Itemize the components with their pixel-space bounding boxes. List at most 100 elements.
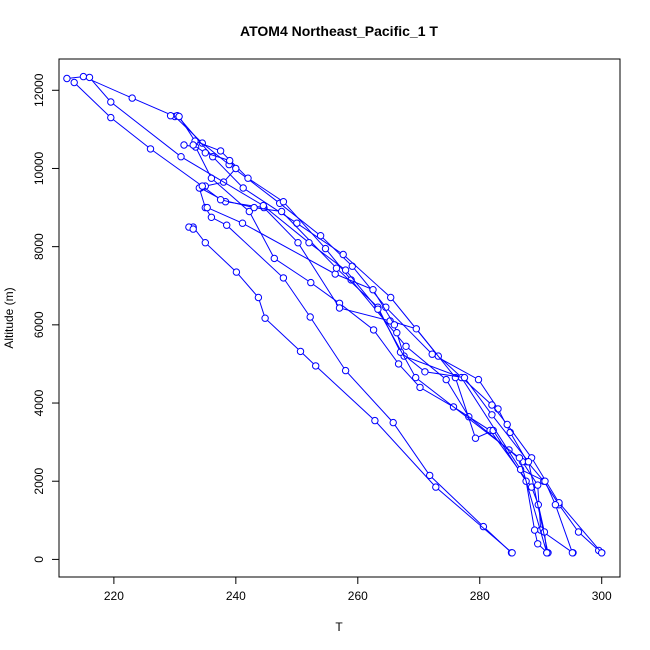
data-point xyxy=(534,540,542,548)
data-point xyxy=(369,286,377,294)
data-point xyxy=(128,94,136,102)
data-point xyxy=(189,141,197,149)
data-point xyxy=(442,375,450,384)
data-point xyxy=(216,196,225,204)
data-point xyxy=(348,262,356,270)
data-point xyxy=(254,293,263,302)
data-point xyxy=(201,239,210,247)
data-point xyxy=(394,360,403,368)
data-point xyxy=(232,268,241,276)
data-point xyxy=(79,72,88,81)
data-point xyxy=(508,549,516,557)
data-point xyxy=(479,522,488,531)
data-point xyxy=(244,174,252,182)
data-point xyxy=(201,149,210,157)
data-point xyxy=(339,250,347,259)
data-point xyxy=(270,254,278,263)
series-2 xyxy=(173,112,606,557)
data-point xyxy=(530,526,539,534)
data-point xyxy=(207,213,216,222)
x-axis: 220 240 260 280 300 xyxy=(104,576,612,603)
data-point xyxy=(177,153,185,161)
series-4 xyxy=(180,141,551,557)
x-tick-label: 220 xyxy=(104,589,124,603)
series-line xyxy=(89,77,548,553)
series-10 xyxy=(85,73,551,557)
data-point xyxy=(70,78,78,87)
data-point xyxy=(279,198,288,206)
data-point xyxy=(332,264,341,272)
series-line xyxy=(183,144,548,553)
series-7 xyxy=(185,223,516,557)
data-point xyxy=(551,501,560,509)
data-point xyxy=(305,239,313,247)
data-point xyxy=(226,156,234,165)
data-point xyxy=(488,401,496,409)
data-point xyxy=(259,201,267,210)
data-point xyxy=(232,164,240,173)
data-point xyxy=(574,528,583,536)
data-point xyxy=(261,314,269,322)
data-point xyxy=(426,471,434,480)
data-point xyxy=(189,225,197,233)
data-point xyxy=(198,182,207,190)
data-point xyxy=(534,481,542,489)
y-tick-label: 10000 xyxy=(32,151,46,185)
data-point xyxy=(432,483,440,491)
data-point xyxy=(390,321,399,329)
data-point xyxy=(598,549,606,557)
data-point xyxy=(393,329,401,337)
y-tick-label: 6000 xyxy=(32,311,46,338)
series-8 xyxy=(203,203,577,557)
series-line xyxy=(206,207,573,553)
series-6 xyxy=(189,141,516,557)
data-point xyxy=(416,383,424,392)
data-point xyxy=(421,368,429,376)
data-point xyxy=(250,203,258,212)
data-point xyxy=(63,74,71,83)
x-tick-label: 260 xyxy=(348,589,368,603)
series-line xyxy=(192,144,512,554)
x-axis-label: T xyxy=(335,620,343,634)
data-point xyxy=(460,373,469,382)
x-tick-label: 240 xyxy=(226,589,246,603)
y-tick-label: 8000 xyxy=(32,233,46,260)
y-tick-label: 12000 xyxy=(32,73,46,107)
series-5 xyxy=(196,184,552,557)
data-point xyxy=(294,239,302,247)
series-line xyxy=(170,115,574,554)
data-point xyxy=(279,274,288,282)
data-point xyxy=(389,418,397,427)
data-point xyxy=(245,207,254,216)
data-point xyxy=(341,266,350,274)
data-point xyxy=(541,477,549,485)
series-line xyxy=(200,187,548,554)
data-point xyxy=(371,416,379,425)
data-point xyxy=(85,73,94,82)
data-point xyxy=(387,293,395,302)
data-point xyxy=(412,373,420,382)
data-point xyxy=(321,244,330,253)
data-point xyxy=(107,98,115,106)
data-point xyxy=(306,313,314,321)
data-point xyxy=(369,326,378,334)
chart-title: ATOM4 Northeast_Pacific_1 T xyxy=(240,23,438,39)
y-tick-label: 0 xyxy=(32,556,46,563)
data-point xyxy=(494,405,502,413)
data-point xyxy=(146,145,155,153)
data-point xyxy=(488,411,496,419)
data-point xyxy=(412,325,420,333)
data-point xyxy=(402,342,410,350)
data-point xyxy=(474,375,483,384)
y-axis: 0 2000 4000 6000 8000 10000 12000 xyxy=(32,73,60,563)
data-point xyxy=(307,278,315,287)
data-point xyxy=(216,147,225,155)
data-point xyxy=(238,219,247,227)
data-point xyxy=(239,184,247,192)
data-point xyxy=(175,112,183,121)
data-point xyxy=(312,362,320,370)
data-point xyxy=(277,207,286,216)
data-point xyxy=(524,458,533,466)
data-point xyxy=(296,347,305,356)
